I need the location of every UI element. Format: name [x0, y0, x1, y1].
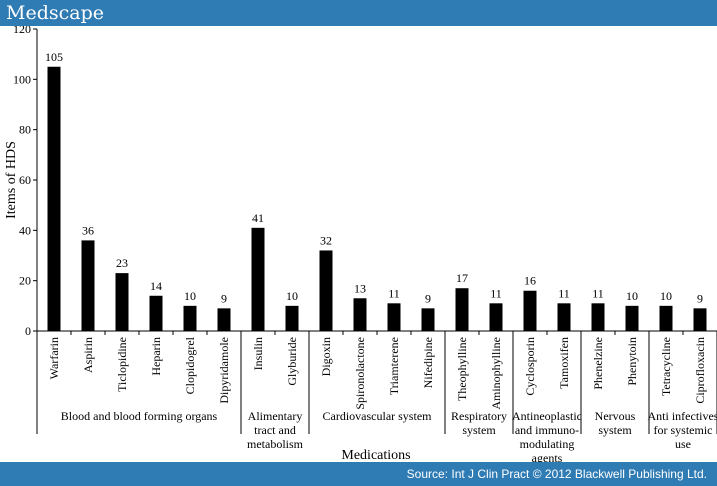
- value-label: 105: [45, 50, 63, 64]
- y-tick-label: 20: [19, 274, 31, 288]
- group-label: Blood and blood forming organs: [61, 409, 218, 423]
- bar-glyburide: [285, 305, 299, 331]
- y-tick-label: 0: [25, 324, 31, 338]
- value-label: 11: [388, 286, 400, 300]
- group-label: Respiratory system: [451, 409, 507, 437]
- category-label: Nifedipine: [421, 337, 435, 388]
- bar-phenelzine: [591, 303, 605, 331]
- bar-clopidogrel: [183, 305, 197, 331]
- bar-nifedipine: [421, 308, 435, 331]
- bar-ciprofloxacin: [693, 308, 707, 331]
- bar-warfarin: [47, 66, 61, 331]
- value-label: 11: [490, 286, 502, 300]
- category-label: Heparin: [149, 337, 163, 376]
- category-label: Phenelzine: [591, 337, 605, 390]
- category-label: Insulin: [251, 337, 265, 370]
- bar-spironolactone: [353, 298, 367, 331]
- category-label: Aspirin: [81, 337, 95, 373]
- bar-insulin: [251, 227, 265, 331]
- group-label: Cardiovascular system: [323, 409, 433, 423]
- value-label: 14: [150, 279, 162, 293]
- value-label: 13: [354, 281, 366, 295]
- bar-tetracycline: [659, 305, 673, 331]
- category-label: Glyburide: [285, 337, 299, 386]
- value-label: 10: [626, 289, 638, 303]
- category-label: Ciprofloxacin: [693, 337, 707, 404]
- group-label: Alimentary tract and metabolism: [247, 409, 304, 451]
- value-label: 23: [116, 256, 128, 270]
- group-label: Nervous system: [595, 409, 636, 437]
- y-tick-label: 120: [13, 26, 31, 36]
- bar-aminophylline: [489, 303, 503, 331]
- value-label: 36: [82, 223, 94, 237]
- category-label: Digoxin: [319, 337, 333, 376]
- category-label: Ticlopidine: [115, 337, 129, 392]
- y-tick-label: 100: [13, 72, 31, 86]
- value-label: 17: [456, 271, 468, 285]
- value-label: 9: [697, 291, 703, 305]
- value-label: 11: [592, 286, 604, 300]
- category-label: Clopidogrel: [183, 336, 197, 394]
- bar-digoxin: [319, 250, 333, 331]
- value-label: 16: [524, 274, 536, 288]
- value-label: 10: [184, 289, 196, 303]
- y-tick-label: 60: [19, 173, 31, 187]
- bar-dipyridamole: [217, 308, 231, 331]
- value-label: 9: [425, 291, 431, 305]
- category-label: Triamterene: [387, 337, 401, 395]
- group-label: Anti infectives for systemic use: [648, 409, 717, 451]
- bar-ticlopidine: [115, 273, 129, 331]
- source-credit: Source: Int J Clin Pract © 2012 Blackwel…: [406, 467, 707, 481]
- category-label: Dipyridamole: [217, 337, 231, 404]
- bar-heparin: [149, 295, 163, 331]
- value-label: 10: [660, 289, 672, 303]
- category-label: Aminophylline: [489, 337, 503, 410]
- value-label: 32: [320, 233, 332, 247]
- category-label: Spironolactone: [353, 337, 367, 410]
- value-label: 11: [558, 286, 570, 300]
- value-label: 10: [286, 289, 298, 303]
- value-label: 9: [221, 291, 227, 305]
- category-label: Tamoxifen: [557, 337, 571, 389]
- y-axis-title: Items of HDS: [4, 141, 19, 219]
- footer-bar: Source: Int J Clin Pract © 2012 Blackwel…: [0, 462, 717, 486]
- bar-tamoxifen: [557, 303, 571, 331]
- category-label: Phenytoin: [625, 337, 639, 386]
- category-label: Cyclosporin: [523, 337, 537, 396]
- category-label: Tetracycline: [659, 337, 673, 396]
- value-label: 41: [252, 211, 264, 225]
- header-bar: Medscape: [0, 0, 717, 26]
- bar-phenytoin: [625, 305, 639, 331]
- hds-bar-chart: 0 20 40 60 80 100 120 Items of HDS 105 Warfarin 36…: [4, 26, 717, 462]
- group-label: Antineoplastic and immuno-modulating agent…: [512, 409, 582, 462]
- bar-triamterene: [387, 303, 401, 331]
- bar-theophylline: [455, 288, 469, 331]
- y-tick-label: 80: [19, 123, 31, 137]
- y-tick-label: 40: [19, 223, 31, 237]
- bar-cyclosporin: [523, 290, 537, 331]
- x-axis-title: Medications: [341, 448, 410, 462]
- category-label: Theophylline: [455, 337, 469, 401]
- category-label: Warfarin: [47, 337, 61, 379]
- medscape-logo: Medscape: [6, 2, 104, 24]
- bar-aspirin: [81, 240, 95, 331]
